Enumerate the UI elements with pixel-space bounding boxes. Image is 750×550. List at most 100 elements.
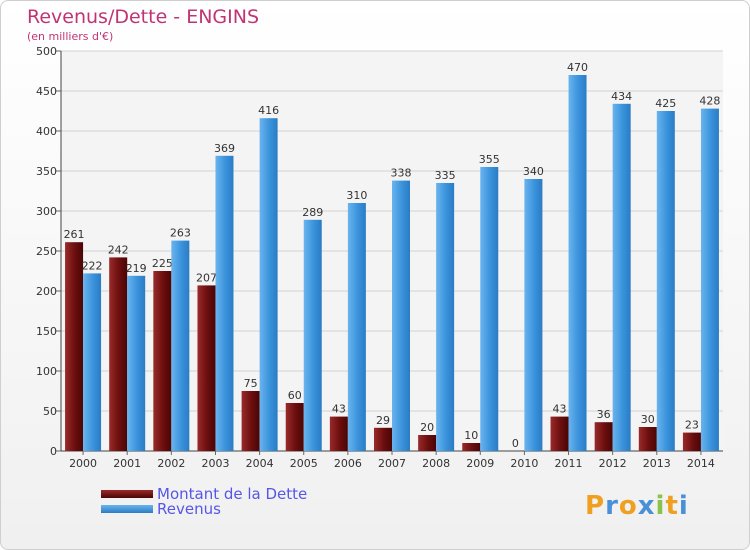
- x-tick-label: 2012: [599, 457, 627, 470]
- bar-revenus: [700, 108, 719, 451]
- logo-letter: P: [585, 491, 606, 521]
- data-label-revenus: 222: [82, 259, 103, 272]
- data-label-dette: 10: [464, 429, 478, 442]
- data-label-dette: 29: [376, 414, 390, 427]
- bar-revenus: [612, 103, 631, 452]
- data-label-revenus: 428: [699, 95, 720, 108]
- data-label-revenus: 416: [258, 104, 279, 117]
- x-tick-label: 2006: [334, 457, 362, 470]
- data-label-dette: 43: [332, 403, 346, 416]
- legend-swatch-revenus: [101, 505, 153, 513]
- chart-subtitle: (en milliers d'€): [27, 30, 114, 43]
- bar-revenus: [436, 183, 455, 451]
- data-label-dette: 207: [196, 271, 217, 284]
- logo-letter: o: [618, 491, 638, 521]
- bar-dette: [197, 285, 216, 451]
- y-tick-label: 400: [36, 125, 57, 138]
- data-label-revenus: 470: [567, 61, 588, 74]
- data-label-dette: 36: [597, 408, 611, 421]
- chart-title: Revenus/Dette - ENGINS: [27, 6, 260, 28]
- bar-dette: [374, 427, 392, 451]
- x-tick-label: 2014: [687, 457, 715, 470]
- bar-dette: [109, 257, 128, 451]
- bar-revenus: [347, 203, 366, 451]
- y-tick-label: 50: [43, 405, 57, 418]
- bar-revenus: [656, 111, 675, 451]
- data-label-revenus: 289: [302, 206, 323, 219]
- bar-dette: [241, 391, 260, 451]
- logo-letter: t: [665, 491, 679, 521]
- logo-letter: x: [637, 491, 656, 521]
- data-label-dette: 225: [152, 257, 173, 270]
- bar-revenus: [171, 240, 190, 451]
- logo-letter: r: [605, 491, 619, 521]
- bar-dette: [638, 427, 657, 451]
- y-tick-label: 250: [36, 245, 57, 258]
- x-tick-label: 2005: [290, 457, 318, 470]
- y-tick-label: 100: [36, 365, 57, 378]
- legend-label-dette: Montant de la Dette: [157, 485, 308, 503]
- y-tick-label: 300: [36, 205, 57, 218]
- bar-dette: [594, 422, 613, 451]
- data-label-dette: 43: [553, 403, 567, 416]
- proxiti-logo: Proxiti: [585, 491, 689, 521]
- data-label-dette: 23: [685, 419, 699, 432]
- bar-revenus: [568, 75, 587, 451]
- y-tick-label: 150: [36, 325, 57, 338]
- bar-revenus: [524, 179, 543, 451]
- bar-revenus: [259, 118, 278, 451]
- logo-letter: i: [655, 491, 666, 521]
- data-label-revenus: 219: [126, 262, 147, 275]
- bar-dette: [329, 416, 348, 451]
- legend-swatch-dette: [101, 490, 153, 498]
- y-tick-label: 200: [36, 285, 57, 298]
- bar-revenus: [303, 219, 322, 451]
- logo-letter: i: [678, 491, 689, 521]
- x-tick-label: 2008: [422, 457, 450, 470]
- x-tick-label: 2013: [643, 457, 671, 470]
- x-tick-label: 2002: [157, 457, 185, 470]
- bar-dette: [418, 435, 437, 451]
- x-tick-label: 2011: [555, 457, 583, 470]
- bar-revenus: [392, 180, 410, 451]
- data-label-dette: 261: [64, 228, 85, 241]
- data-label-dette: 60: [288, 389, 302, 402]
- bar-revenus: [215, 155, 234, 452]
- data-label-revenus: 355: [479, 153, 500, 166]
- x-tick-label: 2001: [113, 457, 141, 470]
- data-label-dette: 242: [108, 243, 129, 256]
- bar-dette: [285, 403, 304, 451]
- x-tick-label: 2004: [246, 457, 274, 470]
- data-label-revenus: 434: [611, 90, 632, 103]
- bar-revenus: [480, 167, 499, 451]
- x-tick-label: 2009: [466, 457, 494, 470]
- data-label-revenus: 310: [346, 189, 367, 202]
- bar-revenus: [127, 275, 146, 451]
- data-label-dette: 0: [512, 437, 519, 450]
- data-label-revenus: 263: [170, 227, 191, 240]
- bar-dette: [550, 416, 569, 451]
- data-label-dette: 20: [420, 421, 434, 434]
- y-tick-label: 450: [36, 85, 57, 98]
- bar-dette: [65, 242, 84, 451]
- bar-dette: [682, 432, 701, 451]
- x-tick-label: 2010: [510, 457, 538, 470]
- data-label-revenus: 340: [523, 165, 544, 178]
- data-label-revenus: 335: [435, 169, 456, 182]
- data-label-revenus: 338: [391, 167, 412, 180]
- bar-dette: [153, 271, 172, 451]
- y-tick-label: 350: [36, 165, 57, 178]
- data-label-dette: 75: [244, 377, 258, 390]
- x-tick-label: 2003: [201, 457, 229, 470]
- data-label-dette: 30: [641, 413, 655, 426]
- x-tick-label: 2007: [378, 457, 406, 470]
- bar-dette: [462, 443, 481, 451]
- bar-revenus: [83, 273, 102, 451]
- data-label-revenus: 425: [655, 97, 676, 110]
- y-tick-label: 500: [36, 45, 57, 58]
- x-tick-label: 2000: [69, 457, 97, 470]
- y-tick-label: 0: [50, 445, 57, 458]
- legend-label-revenus: Revenus: [157, 500, 221, 518]
